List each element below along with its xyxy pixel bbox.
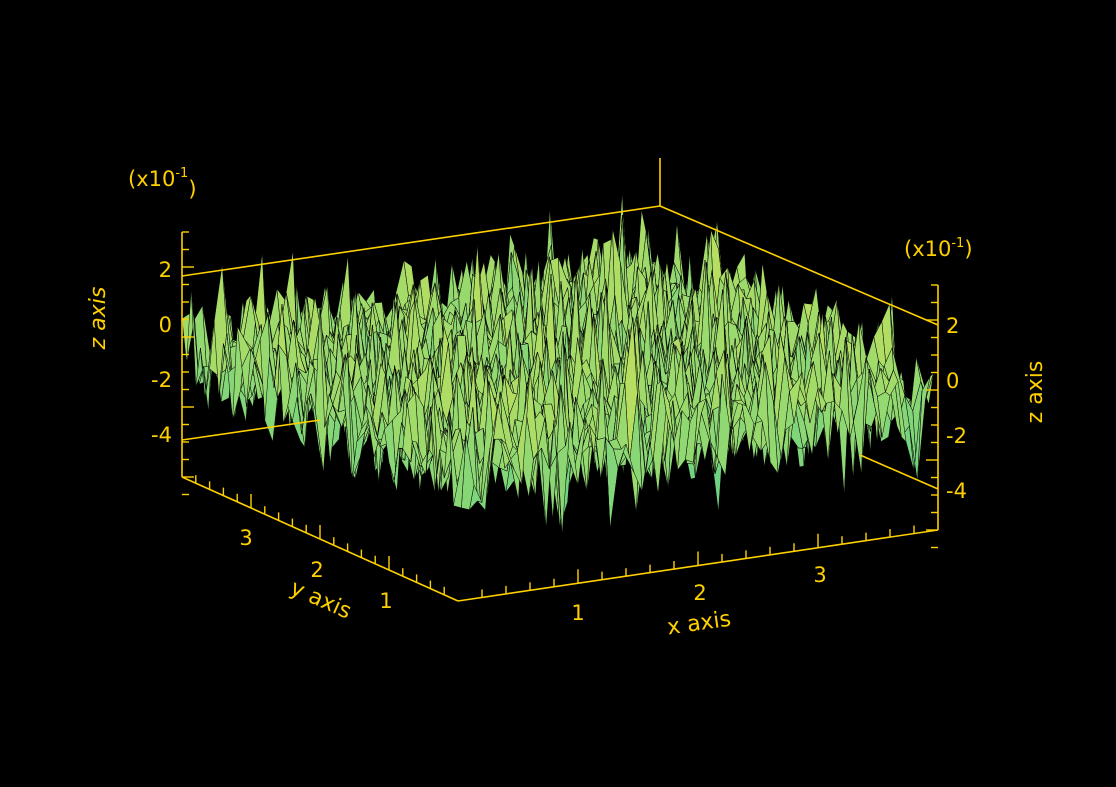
- z-tick-right-label: -4: [946, 479, 967, 503]
- x-tick-label: 1: [571, 601, 584, 625]
- z-multiplier-left-exp: -1: [175, 166, 188, 181]
- y-tick-label: 1: [379, 589, 392, 613]
- back-right-bottom-edge: [859, 454, 939, 490]
- y-tick-label: 2: [310, 558, 323, 582]
- z-tick-left-label: 2: [159, 258, 172, 282]
- z-axis-title-right: z axis: [1023, 361, 1048, 424]
- back-left-bottom-edge: [181, 419, 321, 441]
- surface-mesh: [181, 191, 939, 537]
- z-multiplier-left: (x10-1): [128, 166, 197, 201]
- back-top-edge-left: [181, 205, 661, 277]
- z-axis-title-left: z axis: [86, 287, 111, 351]
- x-tick-label: 3: [813, 563, 826, 587]
- z-tick-right-label: 0: [946, 369, 959, 393]
- surface-facet: [453, 435, 467, 509]
- z-tick-right-label: -2: [946, 424, 967, 448]
- z-multiplier-right: (x10-1): [904, 236, 973, 261]
- z-multiplier-right-close: ): [964, 237, 972, 261]
- z-tick-left-label: 0: [159, 313, 172, 337]
- z-tick-left-label: -4: [151, 423, 172, 447]
- z-tick-right-label: 2: [946, 314, 959, 338]
- z-tick-left-label: -2: [151, 368, 172, 392]
- y-tick-label: 3: [239, 526, 252, 550]
- z-multiplier-right-exp: -1: [951, 236, 964, 251]
- x-tick-label: 2: [693, 581, 706, 605]
- z-multiplier-left-close: ): [188, 177, 196, 201]
- axis-ticks: [182, 231, 938, 598]
- z-multiplier-right-base: (x10: [904, 237, 951, 261]
- back-top-edge-right: [659, 205, 939, 326]
- z-multiplier-left-base: (x10: [128, 167, 175, 191]
